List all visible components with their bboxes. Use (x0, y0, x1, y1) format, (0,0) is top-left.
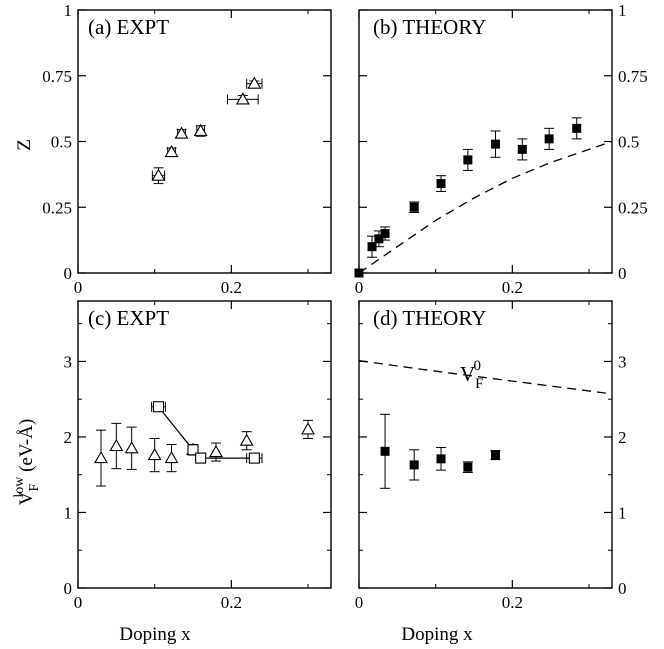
data-point-square (380, 446, 390, 456)
y-tick-label: 0.5 (618, 133, 639, 152)
x-tick-label: 0.2 (502, 278, 523, 297)
dashed-curve (358, 360, 613, 395)
panel-title-b: (b) THEORY (373, 15, 486, 39)
x-tick-label: 0 (355, 593, 364, 612)
data-point-triangle (164, 450, 179, 464)
vf0-annotation: VF 0 (460, 358, 484, 392)
data-point-square (490, 450, 500, 460)
vf0-main: V (460, 362, 475, 386)
y-tick-label: 3 (64, 352, 73, 371)
panel-c: 0 0.2 0 1 2 3 (c) EXPT (64, 300, 332, 612)
series-c-0 (94, 419, 315, 487)
panel-b: 0 0.2 0 0.25 0.5 0.75 1 (b) THEORY (354, 1, 648, 297)
x-tick-label: 0 (355, 278, 364, 297)
series-b-1 (358, 140, 613, 274)
plot-frame-c (77, 300, 332, 589)
panel-title-c: (c) EXPT (88, 306, 169, 330)
series-b-0 (354, 117, 582, 278)
y-axis-label-vf: VFlow (eV-Å) (12, 419, 42, 505)
plot-frame-b (358, 9, 613, 274)
data-point-open-square (248, 452, 260, 464)
data-point-square (463, 462, 473, 472)
y-tick-label: 1 (64, 503, 73, 522)
data-point-triangle (147, 447, 162, 461)
y-tick-label: 0.75 (42, 67, 72, 86)
connecting-line (158, 406, 255, 459)
data-point-triangle (109, 438, 124, 452)
vf0-sup: 0 (474, 358, 482, 374)
plot-frame-d (358, 300, 613, 589)
y-tick-label: 0.25 (42, 198, 72, 217)
y-tick-label: 2 (618, 428, 627, 447)
data-point-square (436, 454, 446, 464)
data-point-square (517, 144, 527, 154)
data-point-open-square (187, 444, 199, 456)
data-point-triangle (124, 441, 139, 454)
x-tick-label: 0.2 (221, 278, 242, 297)
data-point-square (409, 202, 419, 212)
vf-sub: F (27, 483, 42, 491)
y-tick-label: 1 (618, 1, 627, 20)
x-tick-label: 0 (74, 593, 83, 612)
data-point-triangle (94, 450, 108, 464)
plot-frame-a (77, 9, 332, 274)
data-point-triangle (239, 433, 254, 446)
series-d-1 (358, 360, 613, 395)
x-axis-label-right: Doping x (401, 624, 473, 645)
y-tick-label: 0 (618, 264, 627, 283)
series-c-1 (151, 401, 263, 464)
vf-sup: low (12, 476, 27, 498)
vf-main: V (16, 491, 37, 505)
data-point-square (367, 242, 377, 252)
x-axis-label-left: Doping x (119, 624, 191, 645)
data-point-triangle (151, 168, 166, 181)
y-tick-label: 1 (64, 1, 73, 20)
data-point-square (544, 134, 554, 144)
y-tick-label: 3 (618, 352, 627, 371)
data-point-square (409, 460, 419, 470)
y-tick-label: 0.25 (618, 198, 648, 217)
data-point-triangle (209, 444, 223, 458)
x-tick-label: 0 (74, 278, 83, 297)
panel-d: 0 0.2 0 1 2 3 (d) THEORY VF 0 (355, 300, 627, 612)
series-d-0 (380, 413, 501, 489)
vf0-sub: F (475, 376, 483, 392)
x-tick-label: 0.2 (221, 593, 242, 612)
y-tick-label: 0 (64, 579, 73, 598)
y-tick-label: 0 (64, 264, 73, 283)
data-point-triangle (174, 126, 189, 139)
panel-title-a: (a) EXPT (88, 15, 169, 39)
data-point-square (436, 179, 446, 189)
data-point-square (490, 139, 500, 149)
data-point-square (380, 229, 390, 239)
x-tick-label: 0.2 (502, 593, 523, 612)
data-point-square (572, 123, 582, 133)
vf-units: (eV-Å) (16, 419, 37, 477)
y-tick-label: 1 (618, 503, 627, 522)
svg-text:VFlow (eV-Å): VFlow (eV-Å) (12, 419, 42, 505)
y-tick-label: 0.75 (618, 67, 648, 86)
panel-title-d: (d) THEORY (373, 306, 486, 330)
data-point-open-square (195, 452, 207, 464)
series-a-0 (151, 76, 263, 185)
data-point-square (374, 234, 384, 244)
data-point-triangle (164, 144, 179, 158)
y-tick-label: 0 (618, 579, 627, 598)
data-point-open-square (152, 401, 165, 413)
y-axis-label-z: Z (14, 139, 35, 151)
y-tick-label: 0.5 (51, 133, 72, 152)
panel-a: 0 0.2 0 0.25 0.5 0.75 1 (a) EXPT (42, 1, 332, 297)
data-point-triangle (235, 92, 250, 105)
data-point-triangle (247, 76, 262, 89)
data-point-triangle (193, 123, 208, 137)
y-tick-label: 2 (64, 428, 73, 447)
data-point-triangle (301, 422, 315, 435)
dashed-curve (358, 140, 613, 274)
data-point-square (463, 155, 473, 165)
